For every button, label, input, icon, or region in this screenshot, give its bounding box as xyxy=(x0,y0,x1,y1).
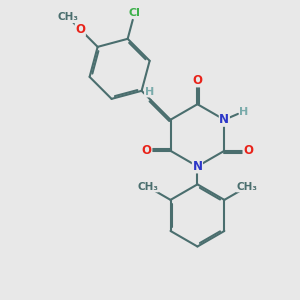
Text: N: N xyxy=(219,113,230,126)
Text: CH₃: CH₃ xyxy=(58,13,79,22)
Text: N: N xyxy=(192,160,203,173)
Text: CH₃: CH₃ xyxy=(137,182,158,192)
Text: O: O xyxy=(142,144,152,157)
Text: O: O xyxy=(243,144,253,157)
Text: O: O xyxy=(192,74,203,87)
Text: H: H xyxy=(239,107,249,117)
Text: Cl: Cl xyxy=(129,8,141,18)
Text: O: O xyxy=(75,23,85,36)
Text: CH₃: CH₃ xyxy=(236,182,257,192)
Text: H: H xyxy=(145,87,154,97)
